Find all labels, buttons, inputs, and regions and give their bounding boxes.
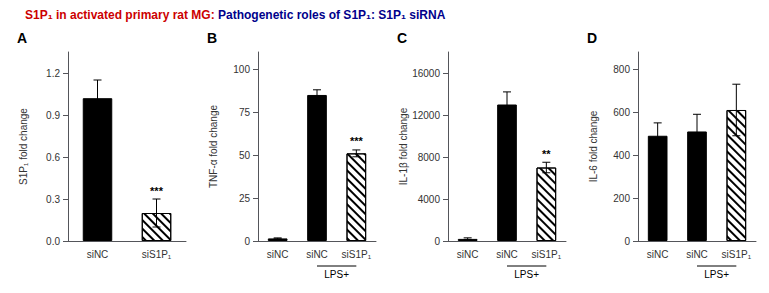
svg-text:8000: 8000 (418, 152, 441, 163)
svg-text:0.6: 0.6 (46, 152, 60, 163)
svg-text:C: C (397, 30, 407, 46)
svg-text:12000: 12000 (412, 110, 440, 121)
svg-text:siS1P₁: siS1P₁ (342, 249, 372, 260)
svg-text:LPS+: LPS+ (514, 269, 539, 280)
svg-text:siNC: siNC (267, 249, 289, 260)
svg-text:siS1P₁: siS1P₁ (532, 249, 562, 260)
svg-text:siNC: siNC (647, 249, 669, 260)
svg-text:TNF-α fold change: TNF-α fold change (208, 105, 219, 188)
svg-text:800: 800 (613, 64, 630, 75)
svg-text:siNC: siNC (496, 249, 518, 260)
svg-text:D: D (587, 30, 597, 46)
svg-text:siNC: siNC (457, 249, 479, 260)
svg-text:S1P₁ fold change: S1P₁ fold change (18, 108, 29, 185)
svg-text:16000: 16000 (412, 68, 440, 79)
svg-text:400: 400 (613, 150, 630, 161)
svg-text:0.9: 0.9 (46, 110, 60, 121)
svg-text:**: ** (542, 148, 551, 160)
svg-text:600: 600 (613, 107, 630, 118)
svg-text:siNC: siNC (87, 249, 109, 260)
svg-text:Pathogenetic roles of S1P₁: S1: Pathogenetic roles of S1P₁: S1P₁ siRNA (218, 8, 446, 22)
svg-text:0.3: 0.3 (46, 194, 60, 205)
svg-text:200: 200 (613, 193, 630, 204)
svg-text:LPS+: LPS+ (704, 269, 729, 280)
svg-text:4000: 4000 (418, 194, 441, 205)
svg-text:0: 0 (434, 236, 440, 247)
svg-text:0.0: 0.0 (46, 236, 60, 247)
svg-text:IL-6 fold change: IL-6 fold change (588, 110, 599, 182)
svg-text:***: *** (150, 185, 164, 197)
svg-text:***: *** (350, 135, 364, 147)
svg-text:0: 0 (624, 236, 630, 247)
svg-text:siS1P₁: siS1P₁ (722, 249, 752, 260)
svg-text:75: 75 (239, 107, 251, 118)
svg-text:25: 25 (239, 193, 251, 204)
svg-text:B: B (207, 30, 217, 46)
svg-text:LPS+: LPS+ (324, 269, 349, 280)
svg-text:siS1P₁: siS1P₁ (142, 249, 172, 260)
svg-text:A: A (17, 30, 27, 46)
svg-text:S1P₁ in activated primary rat: S1P₁ in activated primary rat MG: (25, 8, 218, 22)
svg-text:0: 0 (244, 236, 250, 247)
svg-text:siNC: siNC (306, 249, 328, 260)
svg-text:siNC: siNC (686, 249, 708, 260)
svg-text:100: 100 (233, 64, 250, 75)
svg-text:50: 50 (239, 150, 251, 161)
svg-text:IL-1β fold change: IL-1β fold change (398, 107, 409, 185)
svg-text:1.2: 1.2 (46, 68, 60, 79)
